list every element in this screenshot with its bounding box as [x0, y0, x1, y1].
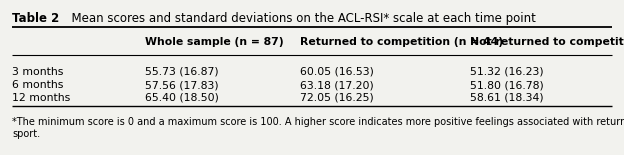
- Text: 72.05 (16.25): 72.05 (16.25): [300, 93, 374, 103]
- Text: 6 months: 6 months: [12, 80, 64, 90]
- Text: 51.32 (16.23): 51.32 (16.23): [470, 67, 544, 77]
- Text: 60.05 (16.53): 60.05 (16.53): [300, 67, 374, 77]
- Text: 57.56 (17.83): 57.56 (17.83): [145, 80, 218, 90]
- Text: *The minimum score is 0 and a maximum score is 100. A higher score indicates mor: *The minimum score is 0 and a maximum sc…: [12, 117, 624, 127]
- Text: 51.80 (16.78): 51.80 (16.78): [470, 80, 544, 90]
- Text: Mean scores and standard deviations on the ACL-RSI* scale at each time point: Mean scores and standard deviations on t…: [64, 12, 536, 25]
- Text: 3 months: 3 months: [12, 67, 64, 77]
- Text: 58.61 (18.34): 58.61 (18.34): [470, 93, 544, 103]
- Text: Table 2: Table 2: [12, 12, 59, 25]
- Text: 65.40 (18.50): 65.40 (18.50): [145, 93, 219, 103]
- Text: Not returned to competition (n = 43): Not returned to competition (n = 43): [470, 37, 624, 47]
- Text: 55.73 (16.87): 55.73 (16.87): [145, 67, 218, 77]
- Text: sport.: sport.: [12, 129, 40, 139]
- Text: 63.18 (17.20): 63.18 (17.20): [300, 80, 374, 90]
- Text: 12 months: 12 months: [12, 93, 71, 103]
- Text: Returned to competition (n = 44): Returned to competition (n = 44): [300, 37, 503, 47]
- Text: Whole sample (n = 87): Whole sample (n = 87): [145, 37, 284, 47]
